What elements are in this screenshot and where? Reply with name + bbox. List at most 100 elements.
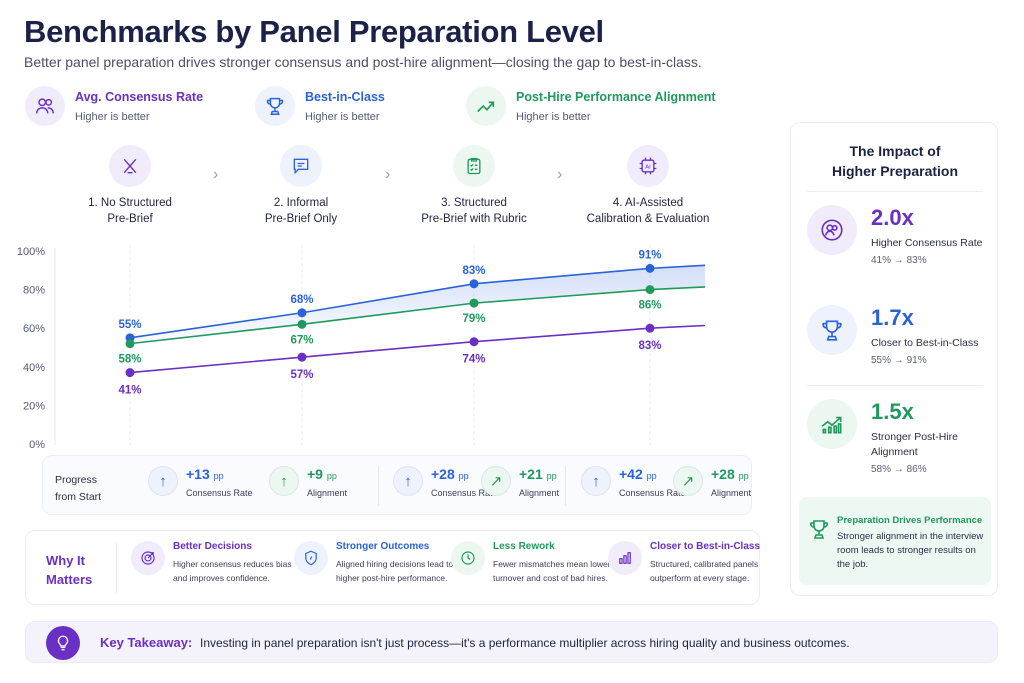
data-point [297,319,307,329]
progress-label-line: from Start [55,491,102,503]
progress-item: ↑ +9 pp Alignment [269,466,347,498]
impact-label: Stronger Post-Hire Alignment [871,431,958,458]
y-tick-label: 20% [23,400,45,412]
trend-up-icon [466,86,506,126]
arrow-up-icon: ↑ [581,466,611,496]
data-label: 55% [118,319,141,331]
data-label: 58% [118,354,141,366]
chat-icon [280,145,322,187]
trophy-icon [807,517,831,546]
why-desc: Fewer mismatches mean lower turnover and… [493,559,611,583]
why-item: Stronger Outcomes Aligned hiring decision… [294,541,464,585]
clipboard-checklist-icon [453,145,495,187]
impact-value: 2.0x [871,205,914,230]
progress-item: ↗ +28 pp Alignment [673,466,751,498]
data-label: 57% [290,369,313,381]
progress-value: +21 pp [519,466,557,482]
progress-sub: Alignment [307,488,348,498]
chevron-right-icon: › [385,166,391,183]
progress-item: ↑ +42 pp Consensus Rate [581,466,686,498]
legend-sub: Higher is better [516,110,591,123]
divider [378,466,379,506]
stage-label: 4. AI-Assisted [612,197,684,209]
impact-label: Higher Consensus Rate [871,237,983,249]
data-point [645,263,655,273]
impact-item: 1.5x Stronger Post-Hire Alignment 58% → 86… [807,399,991,475]
data-point [469,298,479,308]
divider [565,466,566,506]
data-point [297,352,307,362]
y-tick-label: 80% [23,285,45,297]
growth-chart-icon [807,399,857,449]
impact-range: 58% → 86% [871,464,927,475]
line-chart: 0% 20% 40% 60% 80% 100% 55% 68% 83% 91% 58% 67% 79% 8… [17,245,706,451]
shield-icon [294,541,328,575]
progress-value: +28 pp [711,466,749,482]
progress-value: +42 pp [619,466,657,482]
why-item: Closer to Best-in-Class Structured, calib… [608,541,778,585]
impact-title-line: The Impact of [849,143,941,159]
stage-4: AI 4. AI-Assisted Calibration & Evaluatio… [563,145,733,227]
progress-value: +28 pp [431,466,469,482]
progress-sub: Alignment [711,488,752,498]
data-point [125,368,135,378]
data-label: 83% [462,265,485,277]
no-brief-icon [109,145,151,187]
page-title: Benchmarks by Panel Preparation Level [24,14,604,49]
data-label: 79% [462,313,485,325]
area-fill [130,265,705,344]
data-point [469,337,479,347]
bar-chart-icon [608,541,642,575]
arrow-up-icon: ↑ [269,466,299,496]
callout-title: Preparation Drives Performance [837,515,983,526]
callout-desc: Stronger alignment in the interview room… [837,531,984,570]
progress-value: +13 pp [186,466,224,482]
why-item: Better Decisions Higher consensus reduces… [131,541,301,585]
stage-label: Calibration & Evaluation [586,213,710,225]
stage-label: Pre-Brief with Rubric [421,213,527,225]
data-label: 68% [290,294,313,306]
legend-consensus: Avg. Consensus Rate Higher is better [25,86,203,126]
divider [807,385,983,386]
trophy-icon [807,305,857,355]
target-icon [131,541,165,575]
why-label-line: Why It [46,553,85,568]
chevron-right-icon: › [557,166,563,183]
data-label: 41% [118,385,141,397]
stage-label: Pre-Brief Only [264,213,338,225]
progress-panel: Progress from Start ↑ +13 pp Consensus Rate… [42,455,752,515]
data-point [645,285,655,295]
why-title: Stronger Outcomes [336,541,430,552]
legend-title: Best-in-Class [305,89,385,104]
legend-alignment: Post-Hire Performance Alignment Higher is… [466,86,716,126]
impact-range: 55% → 91% [871,355,927,366]
why-desc: Aligned hiring decisions lead to higher … [336,559,454,583]
progress-item: ↗ +21 pp Alignment [481,466,559,498]
divider [116,543,117,593]
takeaway-label: Key Takeaway: [100,635,193,650]
data-label: 91% [638,249,661,261]
y-tick-label: 60% [23,323,45,335]
data-point [469,279,479,289]
why-desc: Structured, calibrated panels outperform… [650,559,759,583]
data-label: 67% [290,334,313,346]
legend-sub: Higher is better [305,110,380,123]
data-point [125,339,135,349]
why-it-matters-panel: Why It Matters Better Decisions Higher con… [25,530,760,605]
impact-item: 2.0x Higher Consensus Rate 41% → 83% [807,205,991,266]
arrow-up-icon: ↑ [393,466,423,496]
progress-sub: Consensus Rate [431,488,498,498]
why-title: Less Rework [493,541,555,552]
trend-up-icon: ↗ [481,466,511,496]
stage-label: Pre-Brief [107,213,153,225]
legend-title: Post-Hire Performance Alignment [516,89,716,104]
data-point [297,308,307,318]
impact-title-line: Higher Preparation [831,163,959,179]
why-desc: Higher consensus reduces bias and improv… [173,559,292,583]
stage-2: 2. Informal Pre-Brief Only [216,145,386,227]
arrow-up-icon: ↑ [148,466,178,496]
impact-value: 1.5x [871,399,914,424]
users-icon [807,205,857,255]
stage-label: 2. Informal [273,197,329,209]
progress-sub: Consensus Rate [186,488,253,498]
